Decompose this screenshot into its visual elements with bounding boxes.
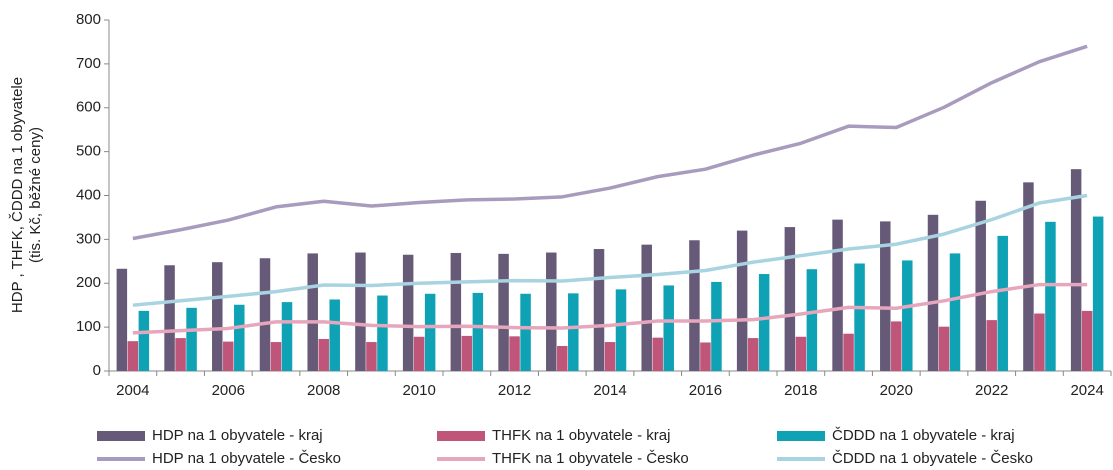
bar — [806, 269, 818, 371]
y-tick-label: 700 — [76, 55, 101, 72]
bar — [736, 230, 748, 371]
bar — [557, 345, 568, 371]
bar — [593, 249, 605, 371]
bar — [1081, 310, 1093, 371]
bar — [281, 302, 293, 371]
bar — [402, 254, 414, 371]
bar — [711, 281, 722, 371]
bar — [461, 335, 473, 371]
bar — [259, 258, 271, 371]
legend-label: ČDDD na 1 obyvatele - Česko — [832, 450, 1033, 467]
bar — [307, 253, 318, 371]
bar — [1023, 182, 1034, 371]
bar — [212, 262, 223, 371]
bar — [164, 265, 175, 371]
bar — [450, 252, 462, 371]
bar — [329, 299, 340, 371]
bar — [1070, 169, 1082, 371]
bar — [641, 244, 652, 371]
legend-swatch — [437, 431, 485, 441]
legend-label: THFK na 1 obyvatele - Česko — [492, 450, 689, 467]
x-tick-label: 2016 — [689, 382, 722, 399]
bar — [832, 219, 843, 371]
bar — [1045, 221, 1056, 371]
bar — [424, 293, 436, 371]
x-tick-label: 2010 — [402, 382, 435, 399]
bar — [700, 342, 711, 371]
bar — [270, 342, 282, 371]
bar — [615, 289, 627, 371]
legend-label: HDP na 1 obyvatele - kraj — [152, 427, 323, 444]
bar — [520, 293, 531, 371]
y-axis-title: HDP , THFK, ČDDD na 1 obyvatele — [9, 77, 26, 313]
bar — [604, 342, 616, 371]
line — [132, 193, 1088, 307]
legend-label: THFK na 1 obyvatele - kraj — [492, 427, 670, 444]
bar — [843, 333, 854, 371]
legend-swatch — [777, 431, 825, 441]
bar — [938, 326, 950, 371]
bar — [1092, 216, 1104, 371]
bar — [366, 342, 377, 371]
bar — [997, 235, 1008, 371]
bar — [891, 321, 902, 371]
bar — [413, 336, 425, 371]
x-tick-label: 2020 — [880, 382, 913, 399]
bar — [880, 221, 891, 371]
y-tick-label: 800 — [76, 11, 101, 28]
bar — [975, 200, 986, 371]
bar — [986, 320, 997, 371]
y-tick-label: 500 — [76, 143, 101, 160]
bar — [472, 292, 484, 371]
x-tick-label: 2012 — [498, 382, 531, 399]
bar — [138, 310, 150, 371]
y-axis-title: (tis. Kč, běžné ceny) — [27, 127, 44, 263]
bar — [663, 285, 674, 371]
legend-label: HDP na 1 obyvatele - Česko — [152, 450, 341, 467]
bar — [1034, 313, 1045, 371]
bar — [234, 304, 245, 371]
bar — [568, 293, 579, 371]
y-tick-label: 100 — [76, 318, 101, 335]
bar — [784, 227, 796, 371]
bar — [509, 336, 520, 371]
bar — [127, 341, 139, 371]
bar — [355, 252, 366, 371]
x-tick-label: 2006 — [212, 382, 245, 399]
x-tick-label: 2004 — [116, 382, 149, 399]
bar — [377, 295, 388, 371]
bar — [318, 338, 329, 371]
bar — [116, 268, 128, 371]
x-tick-label: 2014 — [593, 382, 626, 399]
bar — [902, 260, 913, 371]
y-tick-label: 300 — [76, 230, 101, 247]
bar — [175, 338, 186, 371]
bar — [747, 338, 759, 371]
y-tick-label: 600 — [76, 99, 101, 116]
legend-label: ČDDD na 1 obyvatele - kraj — [832, 427, 1015, 444]
x-tick-label: 2018 — [784, 382, 817, 399]
line — [132, 282, 1088, 335]
bar — [758, 274, 770, 371]
legend-swatch — [97, 431, 145, 441]
bar — [689, 240, 700, 371]
y-tick-label: 400 — [76, 186, 101, 203]
bar — [186, 307, 197, 371]
y-tick-label: 200 — [76, 274, 101, 291]
bar — [854, 263, 865, 371]
x-tick-label: 2008 — [307, 382, 340, 399]
bar — [223, 341, 234, 371]
bar — [546, 252, 557, 371]
y-tick-label: 0 — [93, 362, 101, 379]
bar — [927, 214, 939, 371]
bar — [652, 337, 663, 371]
x-tick-label: 2022 — [975, 382, 1008, 399]
bar — [795, 336, 807, 371]
x-tick-label: 2024 — [1070, 382, 1103, 399]
bar — [949, 253, 961, 371]
line — [132, 44, 1088, 241]
bar — [498, 253, 509, 371]
